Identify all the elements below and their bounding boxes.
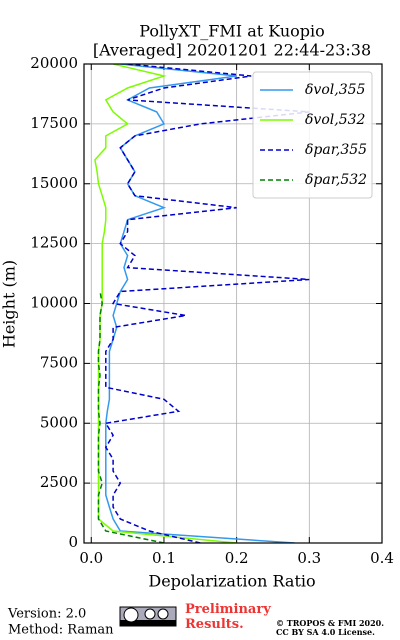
cc-logo [119,606,177,627]
x-tick-label: 0.0 [79,549,103,567]
legend-box [252,71,373,199]
y-tick-label: 17500 [30,114,78,132]
y-tick-label: 20000 [30,54,78,72]
y-tick-label: 12500 [30,234,78,252]
license: CC BY SA 4.0 License. [276,627,375,637]
profile-line [105,64,295,543]
plot-frame [83,63,383,544]
x-axis-label: Depolarization Ratio [148,572,315,591]
method: Method: Raman [8,623,114,638]
x-tick-label: 0.2 [225,549,249,567]
legend-label: δvol,355 [305,82,366,98]
x-tick-label: 0.3 [297,549,321,567]
legend-label: δvol,532 [305,112,366,128]
y-tick-label: 5000 [40,413,78,431]
x-tick-label: 0.1 [152,549,176,567]
y-tick-label: 0 [68,533,78,551]
chart-subtitle: [Averaged] 20201201 22:44-23:38 [93,41,371,60]
legend-label: δpar,355 [305,142,367,158]
y-tick-label: 2500 [40,473,78,491]
y-tick-label: 10000 [30,294,78,312]
preliminary-note: Preliminary Results. [185,602,275,632]
profile-line [97,291,165,543]
y-axis-label: Height (m) [0,260,19,348]
chart-title: PollyXT_FMI at Kuopio [139,22,325,41]
y-tick-label: 15000 [30,174,78,192]
y-tick-label: 7500 [40,353,78,371]
x-tick-label: 0.4 [370,549,394,567]
profile-line [104,64,310,543]
copyright: © TROPOS & FMI 2020. [276,618,384,628]
version: Version: 2.0 [7,607,86,622]
legend-label: δpar,532 [305,172,367,188]
